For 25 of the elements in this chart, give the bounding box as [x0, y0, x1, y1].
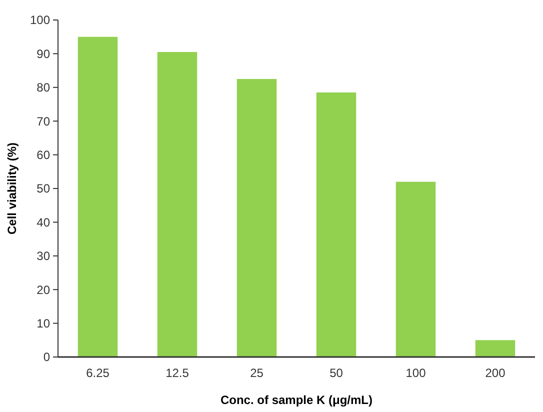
y-tick-label: 60	[36, 148, 50, 162]
bar	[316, 92, 356, 357]
x-axis-title: Conc. of sample K (μg/mL)	[220, 393, 373, 407]
y-tick-label: 50	[36, 182, 50, 196]
y-tick-label: 30	[36, 249, 50, 264]
x-tick-label: 100	[406, 366, 426, 380]
x-tick-label: 25	[250, 366, 264, 380]
bar	[78, 36, 118, 357]
y-tick-label: 10	[36, 316, 50, 330]
y-tick-label: 70	[36, 114, 50, 128]
x-tick-label: 50	[330, 366, 344, 380]
y-tick-label: 90	[36, 46, 50, 61]
x-tick-label: 6.25	[86, 366, 110, 380]
bar	[475, 340, 516, 357]
bar	[157, 52, 198, 357]
y-tick-label: 100	[30, 13, 50, 28]
y-axis-title: Cell viability (%)	[5, 142, 19, 235]
bar	[236, 78, 277, 357]
y-tick-label: 40	[36, 215, 50, 230]
x-tick-label: 12.5	[166, 366, 190, 380]
y-tick-label: 0	[43, 350, 50, 364]
bar	[396, 182, 436, 357]
y-tick-label: 80	[36, 80, 50, 95]
x-tick-label: 200	[485, 366, 506, 380]
y-tick-label: 20	[36, 282, 50, 297]
